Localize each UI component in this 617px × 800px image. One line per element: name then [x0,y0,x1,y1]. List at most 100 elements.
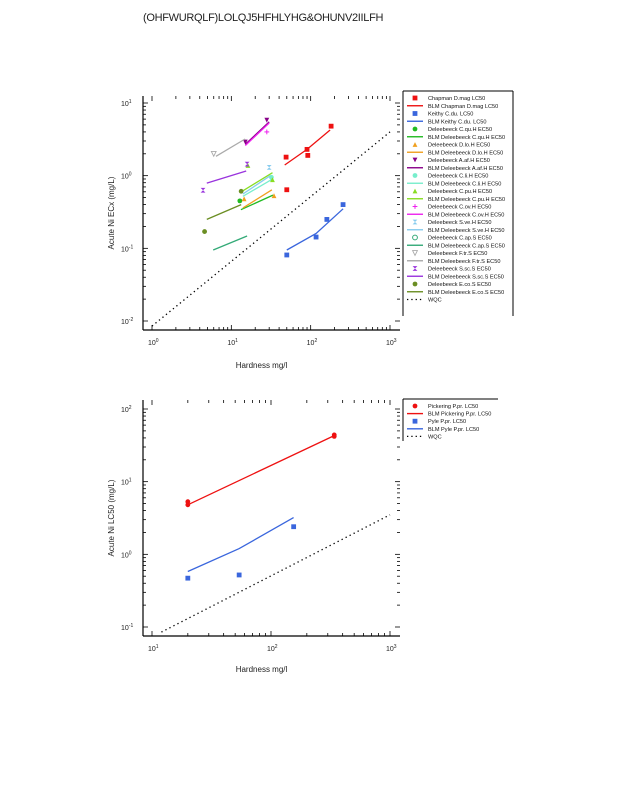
legend-label-blm-deleebeeck-c-qu-h-ec50: BLM Deleebeeck C.qu.H EC50 [428,135,505,141]
x-tick-exp: 2 [275,644,278,650]
y-tick-label: 100 [121,550,132,559]
legend-label-deleebeeck-c-li-h-ec50: Deleebeeck C.li.H EC50 [428,174,488,180]
legend-label-blm-chapman-d-mag-lc50: BLM Chapman D.mag LC50 [428,104,498,110]
legend-label-wqc: WQC [428,434,442,440]
y-tick-exp: -1 [129,623,134,629]
data-point-deleebeeck-e-co-s-ec50 [238,188,244,194]
data-point-keithy-c-du-lc50 [313,234,319,240]
legend-label-chapman-d-mag-lc50: Chapman D.mag LC50 [428,96,485,102]
legend-swatch-marker [412,281,418,287]
legend-swatch-marker [412,142,418,147]
legend-swatch-marker [412,126,418,132]
data-point-chapman-d-mag-lc50 [328,123,334,129]
series-line-blm-pyle-p-pr-lc50 [187,517,294,573]
y-tick-base: 10 [121,480,129,487]
series-line-blm-deleebeeck-c-qu-h-ec50 [240,194,274,211]
series-line-blm-deleebeeck-c-pu-h-ec50 [242,172,273,192]
legend-label-deleebeeck-e-co-s-ec50: Deleebeeck E.co.S EC50 [428,282,491,288]
series-line-blm-deleebeeck-c-li-h-ec50 [242,179,272,197]
y-tick-label: 101 [121,99,132,108]
y-tick-base: 10 [121,407,129,414]
legend-swatch-marker [411,250,419,257]
legend-label-deleebeeck-c-ov-h-ec50: Deleebeeck C.ov.H EC50 [428,205,491,211]
x-tick-label: 103 [386,338,397,347]
series-line-blm-deleebeeck-c-ap-s-ec50 [212,235,248,251]
series-line-blm-deleebeeck-c-ov-h-ec50 [244,122,270,146]
legend-swatch-marker [412,157,418,163]
legend-swatch-marker [412,111,418,116]
series-line-blm-deleebeeck-e-co-s-ec50 [206,204,242,220]
data-point-deleebeeck-d-lo-h-ec50 [271,193,277,199]
legend-label-deleebeeck-c-ap-s-ec50: Deleebeeck C.ap.S EC50 [428,236,492,242]
series-line-blm-deleebeeck-f-tr-s-ec50 [215,138,246,157]
x-tick-label: 103 [386,644,397,653]
x-tick-exp: 3 [394,644,397,650]
legend-label-deleebeeck-c-pu-h-ec50: Deleebeeck C.pu.H EC50 [428,189,492,195]
data-point-deleebeeck-s-ve-h-ec50 [266,164,272,170]
legend-label-wqc: WQC [428,298,442,304]
y-tick-exp: -2 [129,317,134,323]
y-tick-exp: 2 [129,405,132,411]
legend-label-pyle-p-pr-lc50: Pyle P.pr. LC50 [428,419,466,425]
y-tick-base: 10 [121,319,129,326]
legend-label-blm-deleebeeck-d-lo-h-ec50: BLM Deleebeeck D.lo.H EC50 [428,150,503,156]
x-axis-title: Hardness mg/l [236,665,288,674]
data-layer [151,117,391,327]
y-tick-base: 10 [121,174,129,181]
legend-swatch-marker [412,418,418,424]
y-tick-label: 100 [121,172,132,181]
legend-swatch-marker [412,188,418,194]
y-tick-base: 10 [121,246,129,253]
x-tick-label: 101 [227,338,238,347]
legend-label-blm-deleebeeck-a-af-h-ec50: BLM Deleebeeck A.af.H EC50 [428,166,503,172]
legend-label-blm-deleebeeck-c-ap-s-ec50: BLM Deleebeeck C.ap.S EC50 [428,243,505,249]
x-tick-exp: 1 [156,644,159,650]
y-tick-base: 10 [121,552,129,559]
page-title: (OHFWURQLF)LOLQJ5HFHLYHG&OHUNV2IILFH [143,12,384,24]
legend-label-deleebeeck-s-sc-s-ec50: Deleebeeck S.sc.S EC50 [428,267,491,273]
data-point-deleebeeck-c-pu-h-ec50 [270,177,275,183]
y-tick-exp: 0 [129,172,132,178]
legend-label-blm-deleebeeck-c-ov-h-ec50: BLM Deleebeeck C.ov.H EC50 [428,212,504,218]
x-tick-label: 102 [267,644,278,653]
data-point-deleebeeck-s-sc-s-ec50 [200,187,206,193]
x-tick-base: 10 [386,340,394,347]
legend-swatch-marker [412,173,418,178]
y-axis-title: Acute Ni LC50 (mg/L) [107,479,116,556]
legend-label-deleebeeck-a-af-h-ec50: Deleebeeck A.af.H EC50 [428,158,490,164]
legend-label-keithy-c-du-lc50: Keithy C.du. LC50 [428,112,473,118]
y-tick-label: 101 [121,478,132,487]
legend-label-blm-deleebeeck-c-li-h-ec50: BLM Deleebeeck C.li.H EC50 [428,181,501,187]
series-line-blm-keithy-c-du-lc50 [286,208,344,251]
y-tick-exp: 0 [129,550,132,556]
y-tick-label: 10-1 [121,623,133,632]
data-point-keithy-c-du-lc50 [324,217,330,222]
y-tick-label: 10-1 [121,244,133,253]
y-tick-label: 102 [121,405,132,414]
data-point-pyle-p-pr-lc50 [291,524,297,530]
legend-label-blm-keithy-c-du-lc50: BLM Keithy C.du. LC50 [428,119,486,125]
legend-swatch-marker [412,234,418,241]
data-point-deleebeeck-a-af-h-ec50 [242,139,248,145]
series-line-blm-deleebeeck-d-lo-h-ec50 [242,189,273,209]
data-point-deleebeeck-d-lo-h-ec50 [241,196,247,202]
x-ticks: 101 102 103 [148,400,397,653]
data-point-deleebeeck-f-tr-s-ec50 [210,150,217,158]
series-line-wqc [151,131,391,327]
data-point-deleebeeck-c-ov-h-ec50 [264,129,270,135]
data-point-deleebeeck-c-qu-h-ec50 [237,198,243,204]
series-line-blm-pickering-p-pr-lc50 [187,435,335,506]
legend-label-deleebeeck-s-ve-h-ec50: Deleebeeck S.ve.H EC50 [428,220,491,226]
data-point-pyle-p-pr-lc50 [185,575,191,581]
x-axis-title: Hardness mg/l [236,361,288,370]
legend-swatch-marker [412,403,418,409]
data-point-pickering-p-pr-lc50 [331,433,337,439]
data-point-chapman-d-mag-lc50 [284,187,290,193]
y-tick-label: 10-2 [121,317,133,326]
x-tick-label: 101 [148,644,159,653]
x-tick-label: 102 [307,338,318,347]
